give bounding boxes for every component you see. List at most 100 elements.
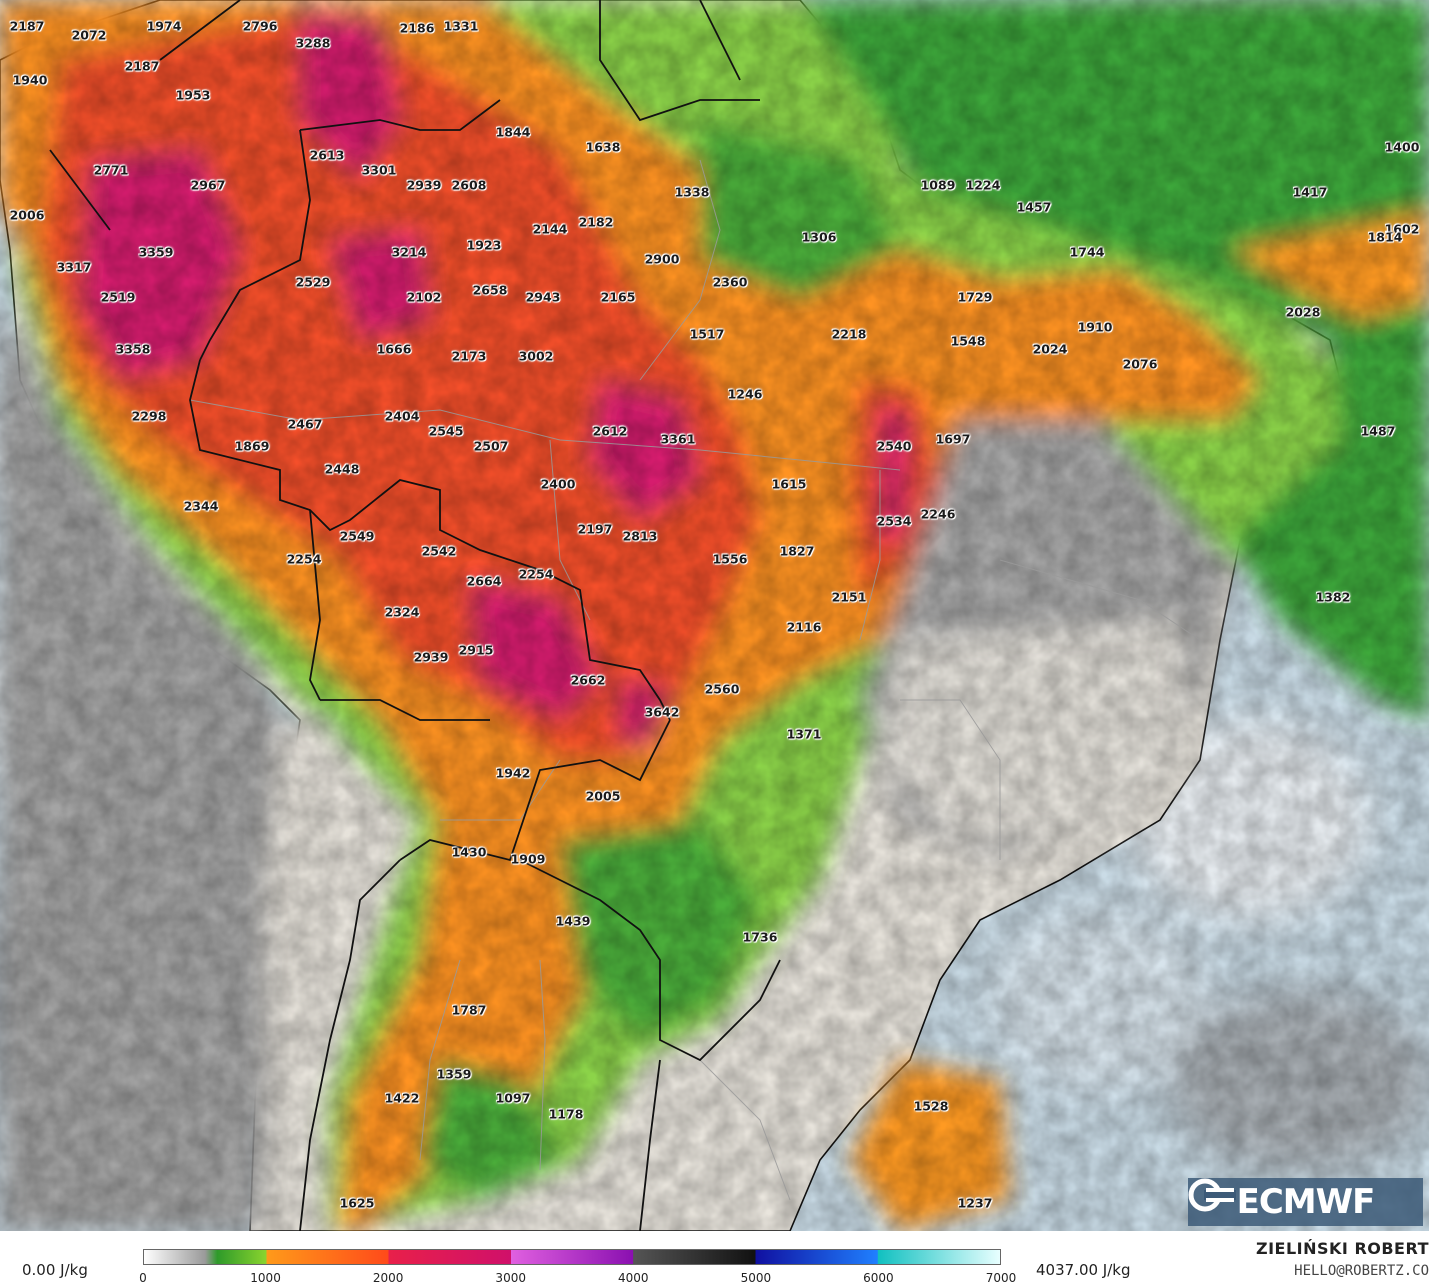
legend-tick-label: 3000: [495, 1271, 526, 1285]
author-contact: HELLO@ROBERTZ.CO: [1294, 1263, 1429, 1279]
cape-value-label: 2173: [451, 348, 487, 364]
cape-value-label: 2024: [1032, 341, 1068, 357]
cape-value-label: 1517: [689, 326, 725, 342]
cape-value-label: 1487: [1360, 423, 1396, 439]
cape-value-label: 2116: [786, 619, 822, 635]
cape-value-label: 2608: [451, 177, 487, 193]
cape-value-label: 2545: [428, 423, 464, 439]
cape-value-label: 3317: [56, 259, 92, 275]
legend-min-label: 0.00 J/kg: [22, 1261, 88, 1279]
cape-value-label: 1697: [935, 431, 971, 447]
cape-value-label: 1089: [920, 177, 956, 193]
cape-value-label: 1548: [950, 333, 986, 349]
ecmwf-logo-icon: [1188, 1178, 1236, 1212]
cape-value-label: 1729: [957, 289, 993, 305]
legend-tick-label: 4000: [618, 1271, 649, 1285]
cape-value-label: 2186: [399, 20, 435, 36]
cape-value-label: 2151: [831, 589, 867, 605]
cape-value-label: 3301: [361, 162, 397, 178]
cape-value-label: 1556: [712, 551, 748, 567]
ecmwf-logo: ECMWF: [1188, 1178, 1423, 1226]
cape-value-label: 1602: [1384, 221, 1420, 237]
cape-value-label: 1359: [436, 1066, 472, 1082]
cape-value-label: 1869: [234, 438, 270, 454]
cape-value-label: 2006: [9, 207, 45, 223]
cape-value-label: 1371: [786, 726, 822, 742]
cape-value-label: 2658: [472, 282, 508, 298]
cape-value-label: 2519: [100, 289, 136, 305]
cape-value-label: 2549: [339, 528, 375, 544]
country-borders: [49, 0, 781, 1231]
cape-value-label: 2540: [876, 438, 912, 454]
cape-value-label: 1910: [1077, 319, 1113, 335]
cape-value-label: 3002: [518, 348, 554, 364]
cape-value-label: 1382: [1315, 589, 1351, 605]
cape-value-label: 2915: [458, 642, 494, 658]
cape-value-label: 2813: [622, 528, 658, 544]
cape-value-label: 1457: [1016, 199, 1052, 215]
map-canvas: [0, 0, 1429, 1231]
cape-value-label: 1422: [384, 1090, 420, 1106]
cape-value-label: 2467: [287, 416, 323, 432]
author-name: ZIELIŃSKI ROBERT: [1255, 1239, 1429, 1258]
cape-value-label: 2298: [131, 408, 167, 424]
cape-value-label: 2344: [183, 498, 219, 514]
cape-value-label: 2900: [644, 251, 680, 267]
cape-value-label: 2218: [831, 326, 867, 342]
cape-value-label: 3288: [295, 35, 331, 51]
cape-value-label: 2072: [71, 27, 107, 43]
cape-value-label: 1224: [965, 177, 1001, 193]
cape-value-label: 2187: [9, 18, 45, 34]
cape-value-label: 2360: [712, 274, 748, 290]
noise-texture: [0, 0, 1429, 1231]
cape-value-label: 1615: [771, 476, 807, 492]
cape-value-label: 2507: [473, 438, 509, 454]
cape-value-label: 2324: [384, 604, 420, 620]
cape-value-label: 1923: [466, 237, 502, 253]
cape-value-label: 1638: [585, 139, 621, 155]
cape-value-label: 1909: [510, 851, 546, 867]
cape-value-label: 2076: [1122, 356, 1158, 372]
cape-value-label: 2448: [324, 461, 360, 477]
cape-value-label: 2400: [540, 476, 576, 492]
legend-tick-label: 5000: [740, 1271, 772, 1285]
cape-value-label: 1814: [1367, 229, 1403, 245]
legend-tick-label: 6000: [863, 1271, 894, 1285]
cape-value-label: 2529: [295, 274, 331, 290]
cape-value-label: 3642: [644, 704, 680, 720]
cape-value-label: 2967: [190, 177, 226, 193]
ecmwf-logo-text: ECMWF: [1236, 1182, 1376, 1222]
legend-color-bar: [143, 1249, 1001, 1265]
cape-value-label: 2613: [309, 147, 345, 163]
cape-value-label: 1844: [495, 124, 531, 140]
cape-value-label: 2542: [421, 543, 457, 559]
cape-value-label: 2102: [406, 289, 442, 305]
admin-borders: [189, 159, 1201, 1201]
cape-value-label: 2028: [1285, 304, 1321, 320]
cape-value-label: 1744: [1069, 244, 1105, 260]
cape-value-label: 2246: [920, 506, 956, 522]
cape-value-label: 2005: [585, 788, 621, 804]
cape-value-label: 1625: [339, 1195, 375, 1211]
legend-tick-label: 0: [139, 1271, 147, 1285]
cape-value-label: 1940: [12, 72, 48, 88]
cape-value-label: 2165: [600, 289, 636, 305]
cape-value-label: 2144: [532, 221, 568, 237]
cape-value-label: 1787: [451, 1002, 487, 1018]
legend-max-label: 4037.00 J/kg: [1036, 1261, 1131, 1279]
cape-value-label: 2796: [242, 18, 278, 34]
cape-value-label: 2187: [124, 58, 160, 74]
cape-value-label: 3361: [660, 431, 696, 447]
cape-value-label: 2662: [570, 672, 606, 688]
cape-value-label: 1306: [801, 229, 837, 245]
cape-value-label: 1237: [957, 1195, 993, 1211]
cape-value-label: 2534: [876, 513, 912, 529]
cape-value-label: 1736: [742, 929, 778, 945]
legend-tick-label: 2000: [372, 1271, 404, 1285]
cape-value-label: 1974: [146, 18, 182, 34]
cape-value-label: 1827: [779, 543, 815, 559]
cape-value-label: 1666: [376, 341, 412, 357]
cape-value-label: 2939: [413, 649, 449, 665]
cape-value-label: 2664: [466, 573, 502, 589]
legend-tick-label: 7000: [985, 1271, 1017, 1285]
